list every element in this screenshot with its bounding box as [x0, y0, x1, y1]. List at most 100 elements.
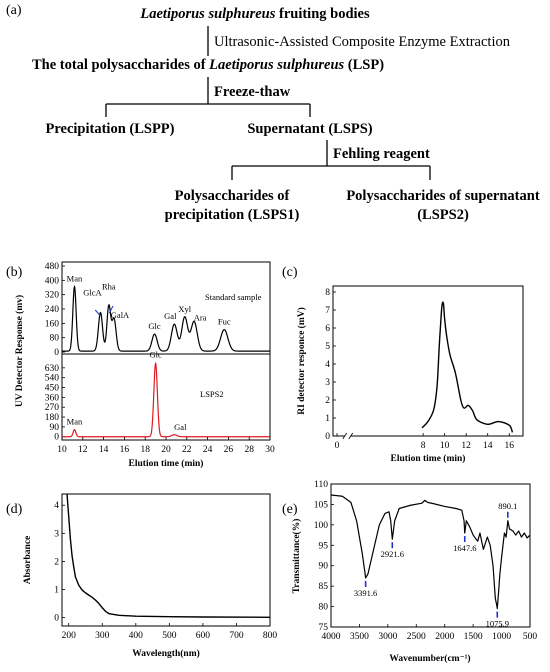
chart-d-plot: 0 1 2 3 4 200 300 400 500 600 700 800	[54, 493, 278, 641]
y-tick-label: 105	[314, 500, 329, 510]
y-tick-label: 5	[325, 342, 330, 352]
flow-lsp-species: Laetiporus sulphureus	[208, 57, 344, 73]
y-tick-label: 540	[45, 374, 60, 384]
chart-b-legend-lsps2: LSPS2	[200, 389, 224, 399]
y-tick-label: 3	[325, 378, 330, 388]
x-tick-label: 1000	[492, 632, 511, 642]
x-tick-label: 26	[224, 445, 234, 455]
x-tick-label: 200	[62, 631, 77, 641]
peak-label: GalA	[111, 310, 130, 320]
absorbance-line	[66, 493, 271, 618]
peak-annotation: 890.1	[498, 501, 517, 511]
x-tick-label: 10	[440, 441, 450, 451]
x-tick-label: 500	[523, 632, 538, 642]
y-tick-label: 3	[54, 529, 59, 539]
flow-title-rest: fruiting bodies	[275, 6, 370, 22]
peak-label: Man	[67, 417, 83, 427]
x-tick-label: 700	[229, 631, 244, 641]
y-tick-label: 480	[45, 262, 60, 272]
x-tick-label: 800	[263, 631, 278, 641]
x-tick-label: 30	[265, 445, 275, 455]
flow-supernatant: Supernatant (LSPS)	[247, 121, 372, 137]
flow-step-freeze: Freeze-thaw	[214, 84, 291, 100]
y-tick-label: 4	[54, 501, 59, 511]
y-tick-label: 0	[325, 432, 330, 442]
y-tick-label: 450	[45, 384, 60, 394]
x-tick-label: 500	[162, 631, 177, 641]
peak-annotation: 1647.6	[453, 543, 476, 553]
glca-arrow	[94, 309, 101, 317]
chart-e-frame	[330, 483, 531, 628]
peak-label: Ara	[194, 313, 207, 323]
y-tick-label: 160	[45, 319, 60, 329]
peak-label: Fuc	[218, 317, 231, 327]
peak-label: Man	[67, 274, 83, 284]
chart-c-ylabel: RI detector responce (mV)	[296, 307, 307, 415]
x-tick-label: 10	[57, 445, 67, 455]
y-tick-label: 4	[325, 360, 330, 370]
peak-label: Glc	[149, 349, 162, 359]
axis-break-mark	[348, 432, 354, 440]
chart-b-x-ticks: 10 12 14 16 18 20 22 24 26 28 30	[57, 437, 275, 455]
chart-d-ylabel: Absorbance	[23, 536, 33, 585]
y-tick-label: 0	[54, 433, 59, 443]
y-tick-label: 400	[45, 276, 60, 286]
y-tick-label: 320	[45, 291, 60, 301]
chart-b: 080160240320400480ManGlcARhaGalAGlcGalXy…	[14, 261, 275, 469]
panel-label-b: (b)	[6, 265, 23, 280]
flow-lsp: The total polysaccharides of Laetiporus …	[32, 57, 384, 73]
y-tick-label: 2	[325, 396, 330, 406]
x-tick-label: 14	[483, 441, 493, 451]
lsps2-line	[62, 361, 270, 438]
chart-b-top: 080160240320400480ManGlcARhaGalAGlcGalXy…	[45, 262, 270, 358]
flow-lsps2-line1: Polysaccharides of supernatant	[346, 188, 540, 204]
chart-b-legend-standard: Standard sample	[205, 292, 262, 302]
peak-label: Glc	[148, 321, 161, 331]
panel-label-a: (a)	[6, 3, 22, 18]
chart-d-frame	[61, 493, 271, 627]
rha-arrow	[108, 305, 114, 314]
x-tick-label: 24	[203, 445, 213, 455]
flow-title: Laetiporus sulphureus fruiting bodies	[139, 6, 370, 22]
x-tick-label: 3000	[378, 632, 397, 642]
x-tick-label: 8	[421, 441, 426, 451]
flow-lsps1-line2: precipitation (LSPS1)	[165, 207, 300, 223]
x-tick-label: 4000	[322, 632, 341, 642]
ftir-spectrum-line	[330, 494, 531, 610]
x-tick-label: 0	[335, 441, 340, 451]
peak-annotation: 2921.6	[381, 549, 404, 559]
flow-lsps1-line1: Polysaccharides of	[175, 188, 290, 204]
y-tick-label: 100	[314, 521, 329, 531]
peak-label: Xyl	[178, 304, 191, 314]
chart-e: 75 80 85 90 95 100 105 110 4000 3500 3000 2500 2000 1…	[291, 480, 537, 664]
chart-b-ylabel: UV Detector Response (mv)	[14, 295, 25, 407]
x-tick-label: 600	[196, 631, 211, 641]
x-tick-label: 1500	[464, 632, 483, 642]
axis-break-mark	[342, 432, 348, 440]
flow-precipitation: Precipitation (LSPP)	[45, 121, 174, 137]
chart-d: 0 1 2 3 4 200 300 400 500 600 700 800 Wavelength(nm…	[23, 493, 278, 659]
chart-d-xlabel: Wavelength(nm)	[132, 648, 200, 659]
panel-label-e: (e)	[282, 502, 298, 517]
y-tick-label: 0	[54, 348, 59, 358]
ri-signal-line	[421, 301, 514, 433]
x-tick-label: 300	[95, 631, 110, 641]
axis-break-mask	[344, 433, 351, 439]
x-tick-label: 400	[129, 631, 144, 641]
flow-lsp-prefix: The total polysaccharides of	[32, 57, 209, 73]
y-tick-label: 80	[50, 334, 60, 344]
x-tick-label: 2500	[407, 632, 426, 642]
y-tick-label: 1	[325, 414, 330, 424]
standard-sample-line	[62, 285, 270, 352]
peak-label: Rha	[102, 281, 116, 291]
flowchart-panel: (a) Laetiporus sulphureus fruiting bodie…	[6, 3, 540, 223]
peak-label: Gal	[164, 311, 177, 321]
peak-annotation: 3391.6	[354, 588, 377, 598]
x-tick-label: 16	[120, 445, 130, 455]
peak-label: Gal	[174, 422, 187, 432]
y-tick-label: 180	[45, 413, 60, 423]
y-tick-label: 1	[54, 585, 59, 595]
